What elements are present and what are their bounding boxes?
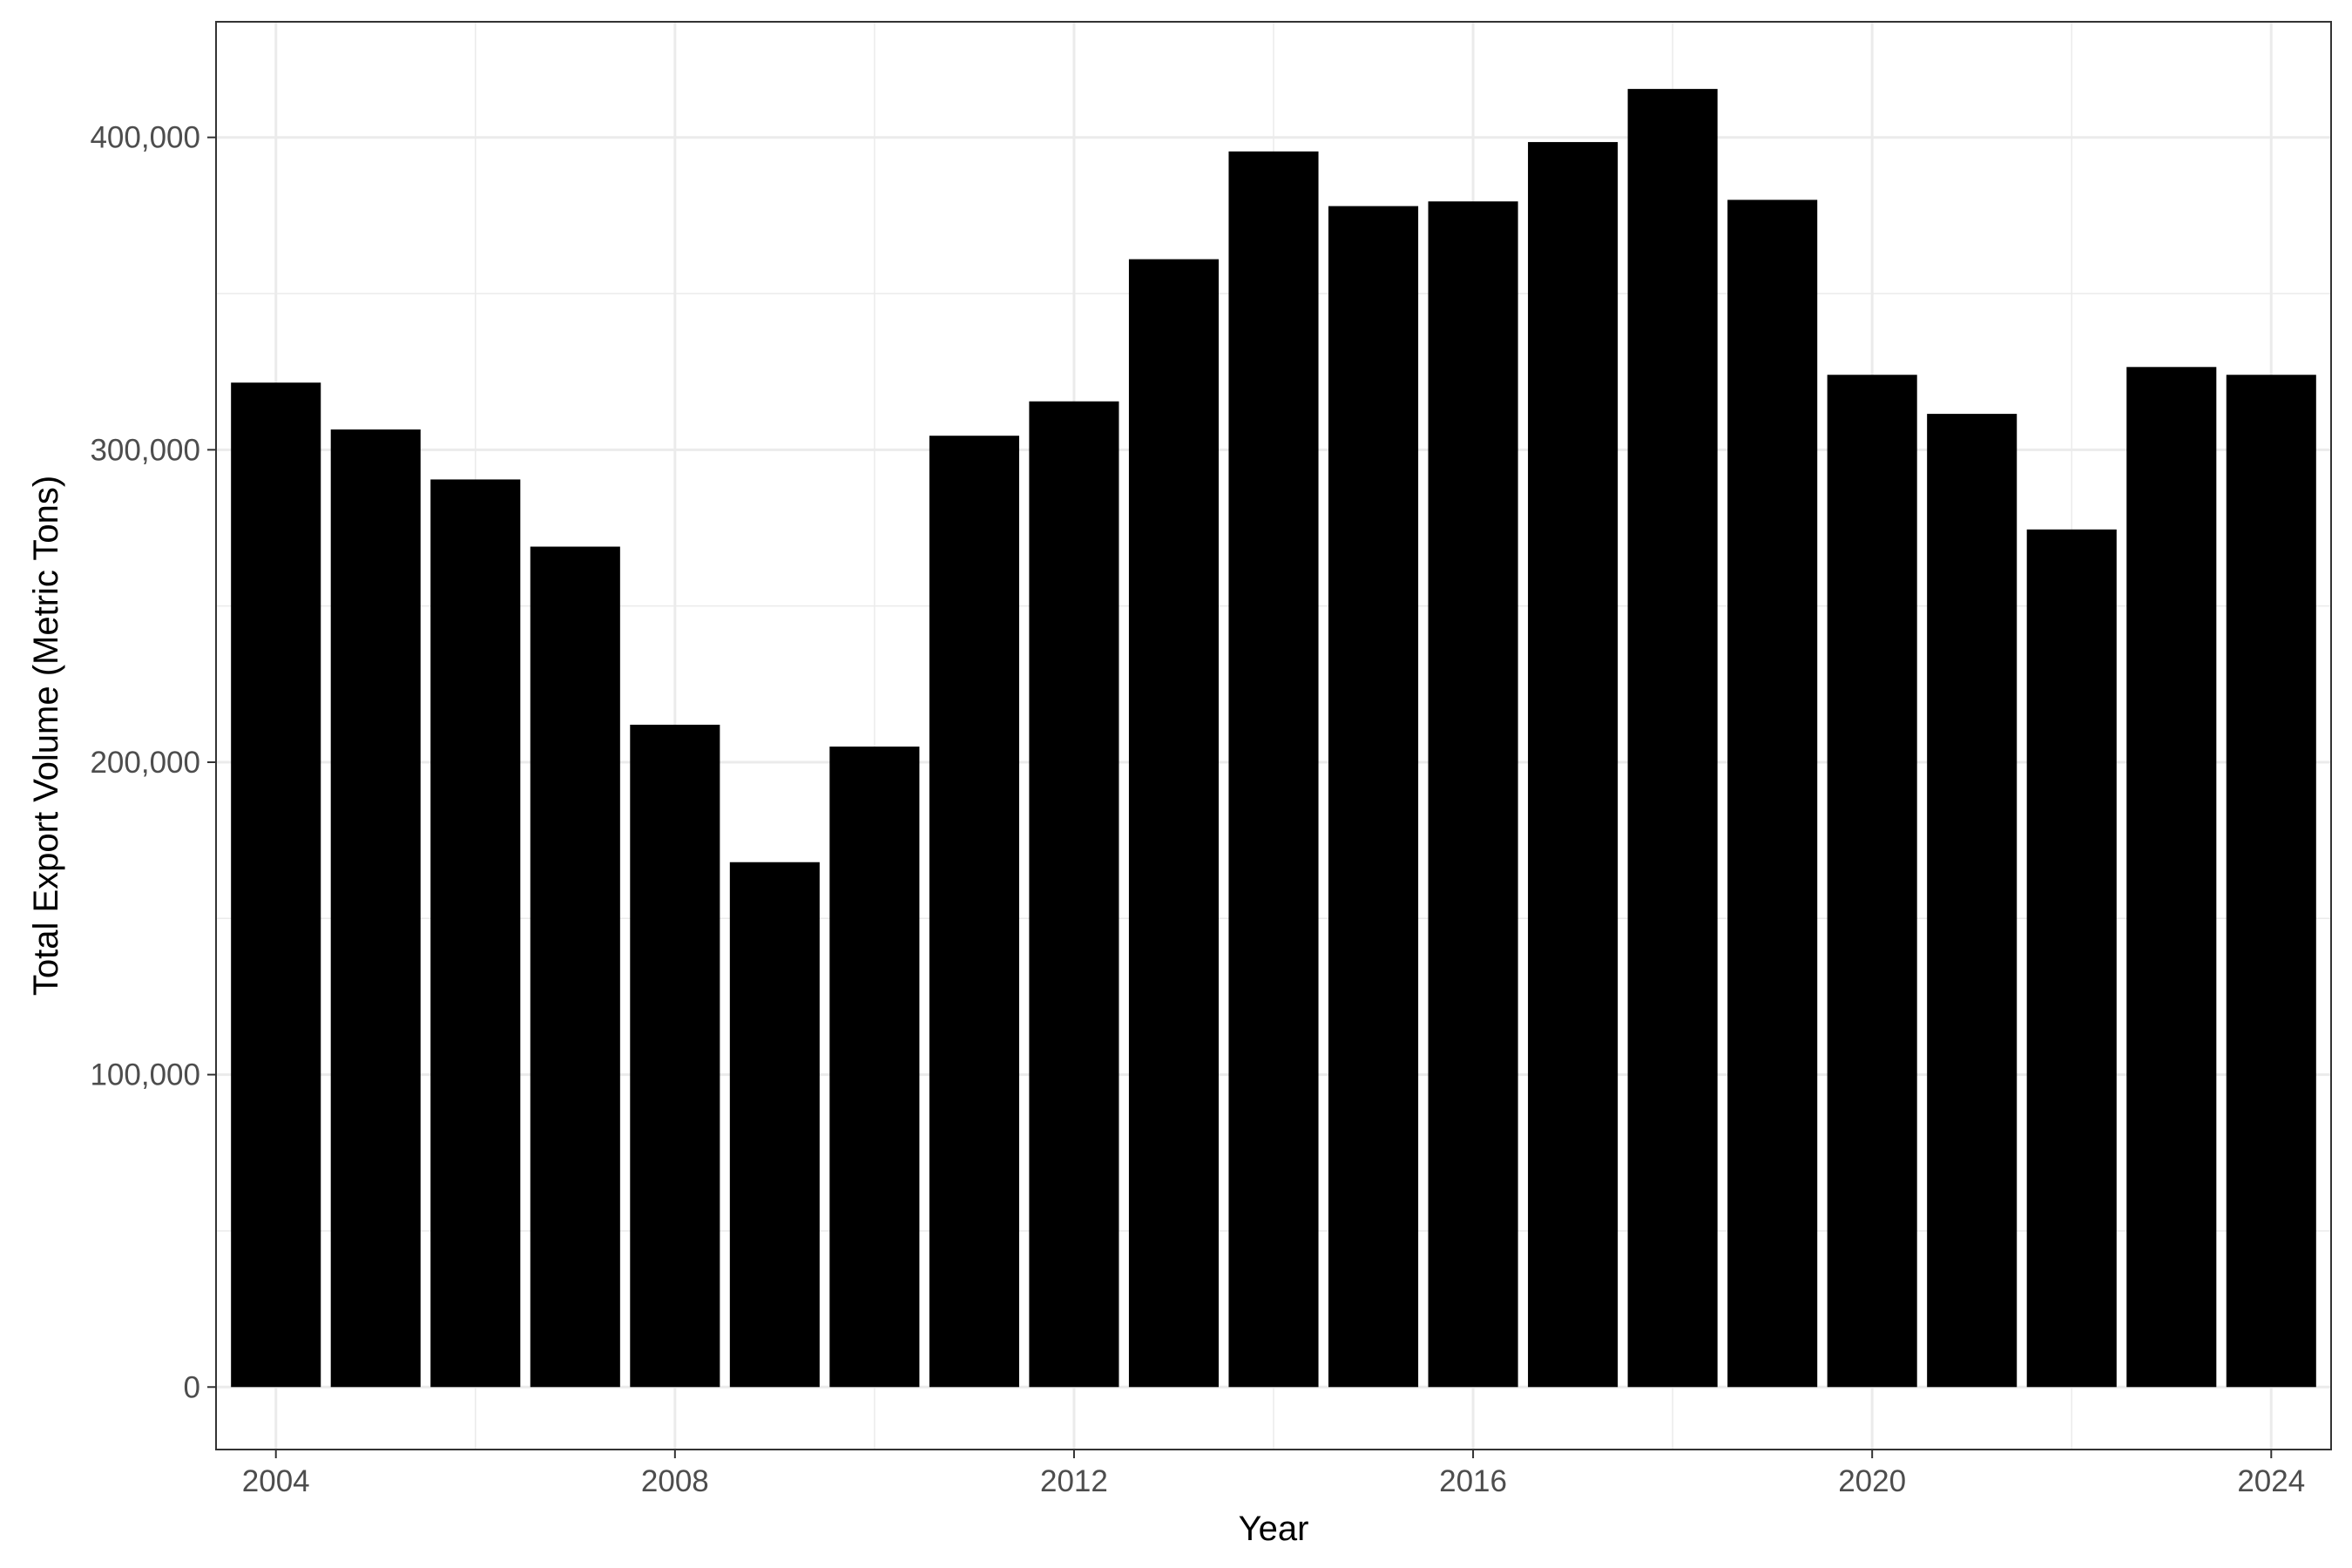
x-tick-label: 2016 <box>1439 1464 1507 1498</box>
x-tick-label: 2008 <box>641 1464 709 1498</box>
bar-2016 <box>1428 201 1518 1388</box>
bar-2022 <box>2026 529 2117 1388</box>
bar-2021 <box>1927 414 2017 1388</box>
bar-2006 <box>430 479 521 1388</box>
bar-2019 <box>1727 199 1818 1388</box>
bar-2015 <box>1328 206 1419 1388</box>
y-tick-label: 300,000 <box>90 433 200 467</box>
bar-2017 <box>1528 142 1619 1388</box>
x-axis-title: Year <box>1239 1510 1309 1548</box>
bar-2013 <box>1128 259 1220 1388</box>
y-tick-label: 100,000 <box>90 1058 200 1092</box>
bar-2009 <box>729 862 820 1388</box>
bar-2004 <box>231 382 321 1388</box>
bar-2014 <box>1228 151 1319 1388</box>
bar-2012 <box>1029 401 1119 1388</box>
bar-2008 <box>630 724 720 1388</box>
x-tick-label: 2004 <box>242 1464 310 1498</box>
bar-2007 <box>530 546 620 1388</box>
x-tick-label: 2020 <box>1838 1464 1906 1498</box>
bar-2005 <box>330 429 421 1388</box>
bar-2024 <box>2226 375 2316 1388</box>
x-tick-label: 2012 <box>1040 1464 1108 1498</box>
axis-ticks: 0 100,000 200,000 300,000 400,000 2004 2008 201… <box>90 121 2305 1498</box>
y-axis-title: Total Export Volume (Metric Tons) <box>27 476 65 996</box>
y-tick-label: 200,000 <box>90 746 200 780</box>
bar-2018 <box>1627 89 1718 1388</box>
y-tick-label: 0 <box>184 1370 200 1404</box>
x-tick-label: 2024 <box>2237 1464 2305 1498</box>
bars <box>231 89 2316 1388</box>
y-tick-label: 400,000 <box>90 121 200 155</box>
panel-border <box>215 21 2332 1450</box>
bar-2023 <box>2126 367 2217 1388</box>
bar-2010 <box>829 747 920 1388</box>
bar-2011 <box>929 436 1019 1388</box>
bar-2020 <box>1827 375 1917 1388</box>
